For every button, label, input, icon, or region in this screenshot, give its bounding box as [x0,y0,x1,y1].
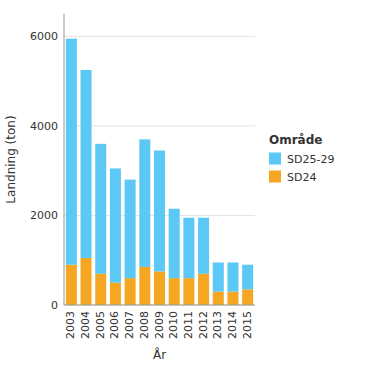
x-tick-label: 2004 [79,311,92,339]
bar-segment [154,271,165,305]
x-tick-label: 2007 [123,311,136,339]
bar-segment [110,283,121,305]
bar-segment [66,265,77,305]
grid-line [64,305,255,306]
grid [64,36,255,305]
x-tick-label: 2009 [153,311,166,339]
x-axis-line [64,305,255,306]
bar-segment [81,258,92,305]
bar-segment [213,292,224,305]
grid-line [64,36,255,37]
chart-svg: 0 2000 4000 6000 200320042005200620072008200… [0,0,367,367]
bar-segment [110,168,121,282]
y-tick-label: 4000 [30,120,58,133]
bar-segment [198,218,209,274]
bar-segment [227,262,238,291]
legend-label: SD25-29 [287,153,334,166]
y-tick-label: 0 [51,299,58,312]
bar-segment [183,278,194,305]
legend-swatch [269,171,281,183]
x-tick-label: 2005 [94,311,107,339]
bar-segment [139,139,150,267]
bar-segment [81,70,92,258]
bar-segment [198,274,209,305]
bar-segment [139,267,150,305]
bar-segment [95,274,106,305]
x-tick-label: 2013 [211,311,224,339]
bar-segment [125,278,136,305]
x-tick-label: 2003 [64,311,77,339]
bar-segment [66,39,77,265]
bar-segment [125,180,136,278]
x-tick-label: 2015 [241,311,254,339]
bar-segment [169,278,180,305]
x-tick-label: 2011 [182,311,195,339]
y-axis-label: Landning (ton) [4,115,18,203]
grid-line [64,125,255,126]
legend-title: Område [269,133,322,147]
y-axis-line [64,14,65,305]
bar-segment [154,151,165,272]
chart-container: 0 2000 4000 6000 200320042005200620072008200… [0,0,367,367]
y-tick-label: 2000 [30,209,58,222]
legend: Område SD25-29 SD24 [269,133,334,184]
bar-segment [169,209,180,278]
x-tick-label: 2010 [167,311,180,339]
bar-segment [227,292,238,305]
bars [66,39,253,305]
x-axis-label: År [153,347,166,362]
x-tick-label: 2014 [226,311,239,339]
x-tick-label: 2008 [138,311,151,339]
x-tick-label: 2006 [108,311,121,339]
bar-segment [242,289,253,305]
bar-segment [183,218,194,278]
bar-segment [213,262,224,291]
legend-label: SD24 [287,171,316,184]
legend-swatch [269,153,281,165]
y-tick-label: 6000 [30,30,58,43]
bar-segment [95,144,106,274]
bar-segment [242,265,253,290]
x-tick-label: 2012 [197,311,210,339]
